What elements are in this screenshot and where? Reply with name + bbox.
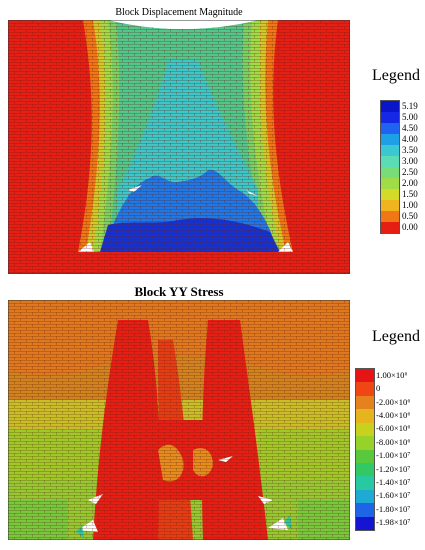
panel1-legend-label: 3.00 <box>402 155 418 166</box>
panel2-legend-swatch <box>356 503 374 518</box>
panel2-legend-label: -1.00×10⁷ <box>376 450 411 461</box>
panel2-legend-swatch <box>356 382 374 397</box>
panel2-legend-label: -1.80×10⁷ <box>376 503 411 514</box>
panel1-legend-label: 5.19 <box>402 100 418 111</box>
panel2-legend-swatch <box>356 395 374 410</box>
panel1-legend-swatch <box>381 167 399 179</box>
panel2-legend-swatch <box>356 449 374 464</box>
panel1-legend-swatch <box>381 178 399 190</box>
panel2-legend-label: -1.60×10⁷ <box>376 490 411 501</box>
panel1-legend-swatch <box>381 189 399 201</box>
panel2-legend-swatch <box>356 476 374 491</box>
panel1-legend-label: 2.00 <box>402 177 418 188</box>
panel2-legend-label: -2.00×10⁶ <box>376 396 411 407</box>
stress-title: Block YY Stress <box>134 284 224 299</box>
panel1-legend-swatch <box>381 101 399 113</box>
panel2-legend-label: -1.98×10⁷ <box>376 517 411 528</box>
panel1-legend-swatch <box>381 200 399 212</box>
displacement-contour-plot <box>8 20 350 274</box>
panel1-legend-label: 2.50 <box>402 166 418 177</box>
panel2-legend-label: -4.00×10⁶ <box>376 409 411 420</box>
panel2-legend-label: 0 <box>376 383 381 394</box>
panel1-legend-label: 0.50 <box>402 210 418 221</box>
panel2-legend-label: -1.40×10⁷ <box>376 477 411 488</box>
panel2-legend-swatch <box>356 489 374 504</box>
panel1-legend-label: 1.50 <box>402 188 418 199</box>
panel1-legend-swatch <box>381 112 399 124</box>
displacement-title: Block Displacement Magnitude <box>115 7 243 18</box>
stress-legend-colorbar <box>355 368 375 531</box>
panel1-legend-swatch <box>381 123 399 135</box>
panel1-legend-swatch <box>381 222 399 234</box>
panel2-legend-label: 1.00×10⁶ <box>376 369 408 380</box>
panel1-legend-swatch <box>381 156 399 168</box>
panel1-legend-label: 0.00 <box>402 221 418 232</box>
panel1-legend-swatch <box>381 145 399 157</box>
panel2-legend-swatch <box>356 422 374 437</box>
panel2-legend-swatch <box>356 516 374 531</box>
displacement-legend-colorbar <box>380 100 400 234</box>
panel2-legend-swatch <box>356 436 374 450</box>
panel2-legend-swatch <box>356 409 374 424</box>
displacement-legend-title: Legend <box>372 67 420 84</box>
panel2-legend-label: -6.00×10⁶ <box>376 423 411 434</box>
panel1-legend-label: 5.00 <box>402 111 418 122</box>
panel2-legend-swatch <box>356 462 374 477</box>
panel1-legend-label: 4.50 <box>402 122 418 133</box>
panel2-legend-label: -8.00×10⁶ <box>376 436 411 447</box>
panel1-legend-label: 1.00 <box>402 199 418 210</box>
stress-legend-title: Legend <box>372 328 420 345</box>
panel1-legend-label: 4.00 <box>402 133 418 144</box>
panel1-legend-swatch <box>381 134 399 146</box>
panel2-legend-label: -1.20×10⁷ <box>376 463 411 474</box>
panel1-legend-label: 3.50 <box>402 144 418 155</box>
stress-contour-plot <box>8 300 350 540</box>
panel2-legend-swatch <box>356 369 374 383</box>
panel1-legend-swatch <box>381 211 399 223</box>
